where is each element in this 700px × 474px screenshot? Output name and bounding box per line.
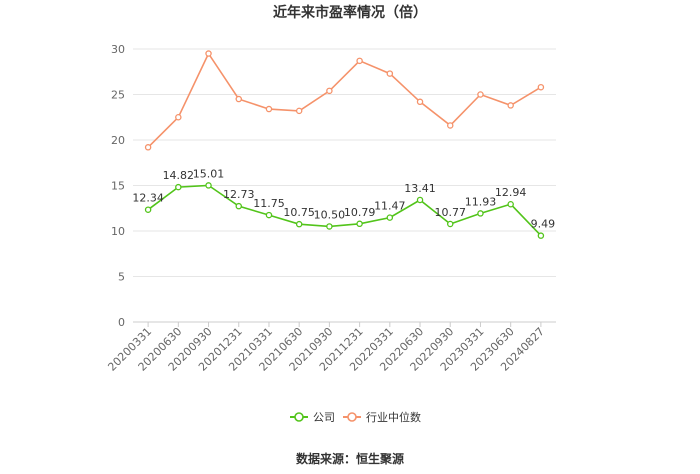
data-point: [205, 50, 212, 57]
data-label: 9.49: [531, 218, 556, 231]
data-point: [507, 102, 514, 109]
data-point: [205, 182, 212, 189]
data-point: [356, 57, 363, 65]
y-tick-label: 25: [111, 89, 125, 102]
source-text: 数据来源：恒生聚源: [295, 452, 404, 466]
y-tick-label: 15: [111, 180, 125, 193]
data-point: [386, 214, 394, 221]
data-point: [477, 91, 484, 98]
data-point: [446, 220, 454, 228]
data-label: 10.50: [314, 208, 346, 221]
data-point: [175, 183, 182, 191]
y-tick-label: 20: [111, 134, 125, 147]
data-point: [295, 107, 303, 115]
data-label: 11.75: [253, 197, 285, 210]
data-label: 12.73: [223, 188, 255, 201]
data-point: [144, 144, 152, 151]
chart-title: 近年来市盈率情况（倍）: [273, 5, 427, 21]
data-point: [356, 220, 363, 228]
data-point: [477, 210, 484, 217]
legend: 公司 行业中位数: [290, 410, 421, 424]
data-point: [235, 202, 242, 210]
data-label: 10.79: [344, 206, 376, 219]
data-label: 15.01: [193, 167, 225, 180]
legend-item: 公司: [290, 411, 335, 424]
data-point: [326, 223, 333, 230]
data-point: [507, 200, 514, 208]
data-point: [144, 206, 152, 213]
data-point: [235, 95, 242, 103]
series-line: [147, 184, 542, 237]
data-point: [326, 87, 333, 95]
data-point: [175, 114, 182, 121]
data-label: 10.77: [435, 206, 467, 219]
legend-item: 行业中位数: [343, 410, 421, 424]
data-point: [446, 122, 454, 129]
data-point: [537, 232, 545, 239]
legend-label: 行业中位数: [366, 410, 421, 424]
y-tick-label: 10: [111, 225, 125, 238]
legend-marker: [347, 412, 357, 422]
series-line: [147, 51, 542, 148]
data-label: 13.41: [404, 182, 436, 195]
y-tick-label: 0: [118, 316, 125, 329]
data-point: [265, 211, 273, 219]
data-label: 11.93: [465, 195, 497, 208]
data-point: [386, 70, 394, 77]
data-label: 10.75: [283, 206, 315, 219]
data-point: [537, 83, 545, 91]
data-point: [265, 105, 273, 113]
data-point: [416, 98, 424, 106]
data-label: 14.82: [163, 169, 195, 182]
y-tick-label: 30: [111, 43, 125, 56]
data-label: 11.47: [374, 200, 406, 213]
data-point: [295, 220, 303, 228]
data-point: [416, 196, 424, 204]
legend-marker: [294, 412, 304, 422]
data-label: 12.34: [132, 192, 164, 205]
legend-label: 公司: [313, 411, 335, 424]
data-label: 12.94: [495, 186, 527, 199]
y-tick-label: 5: [118, 271, 125, 284]
